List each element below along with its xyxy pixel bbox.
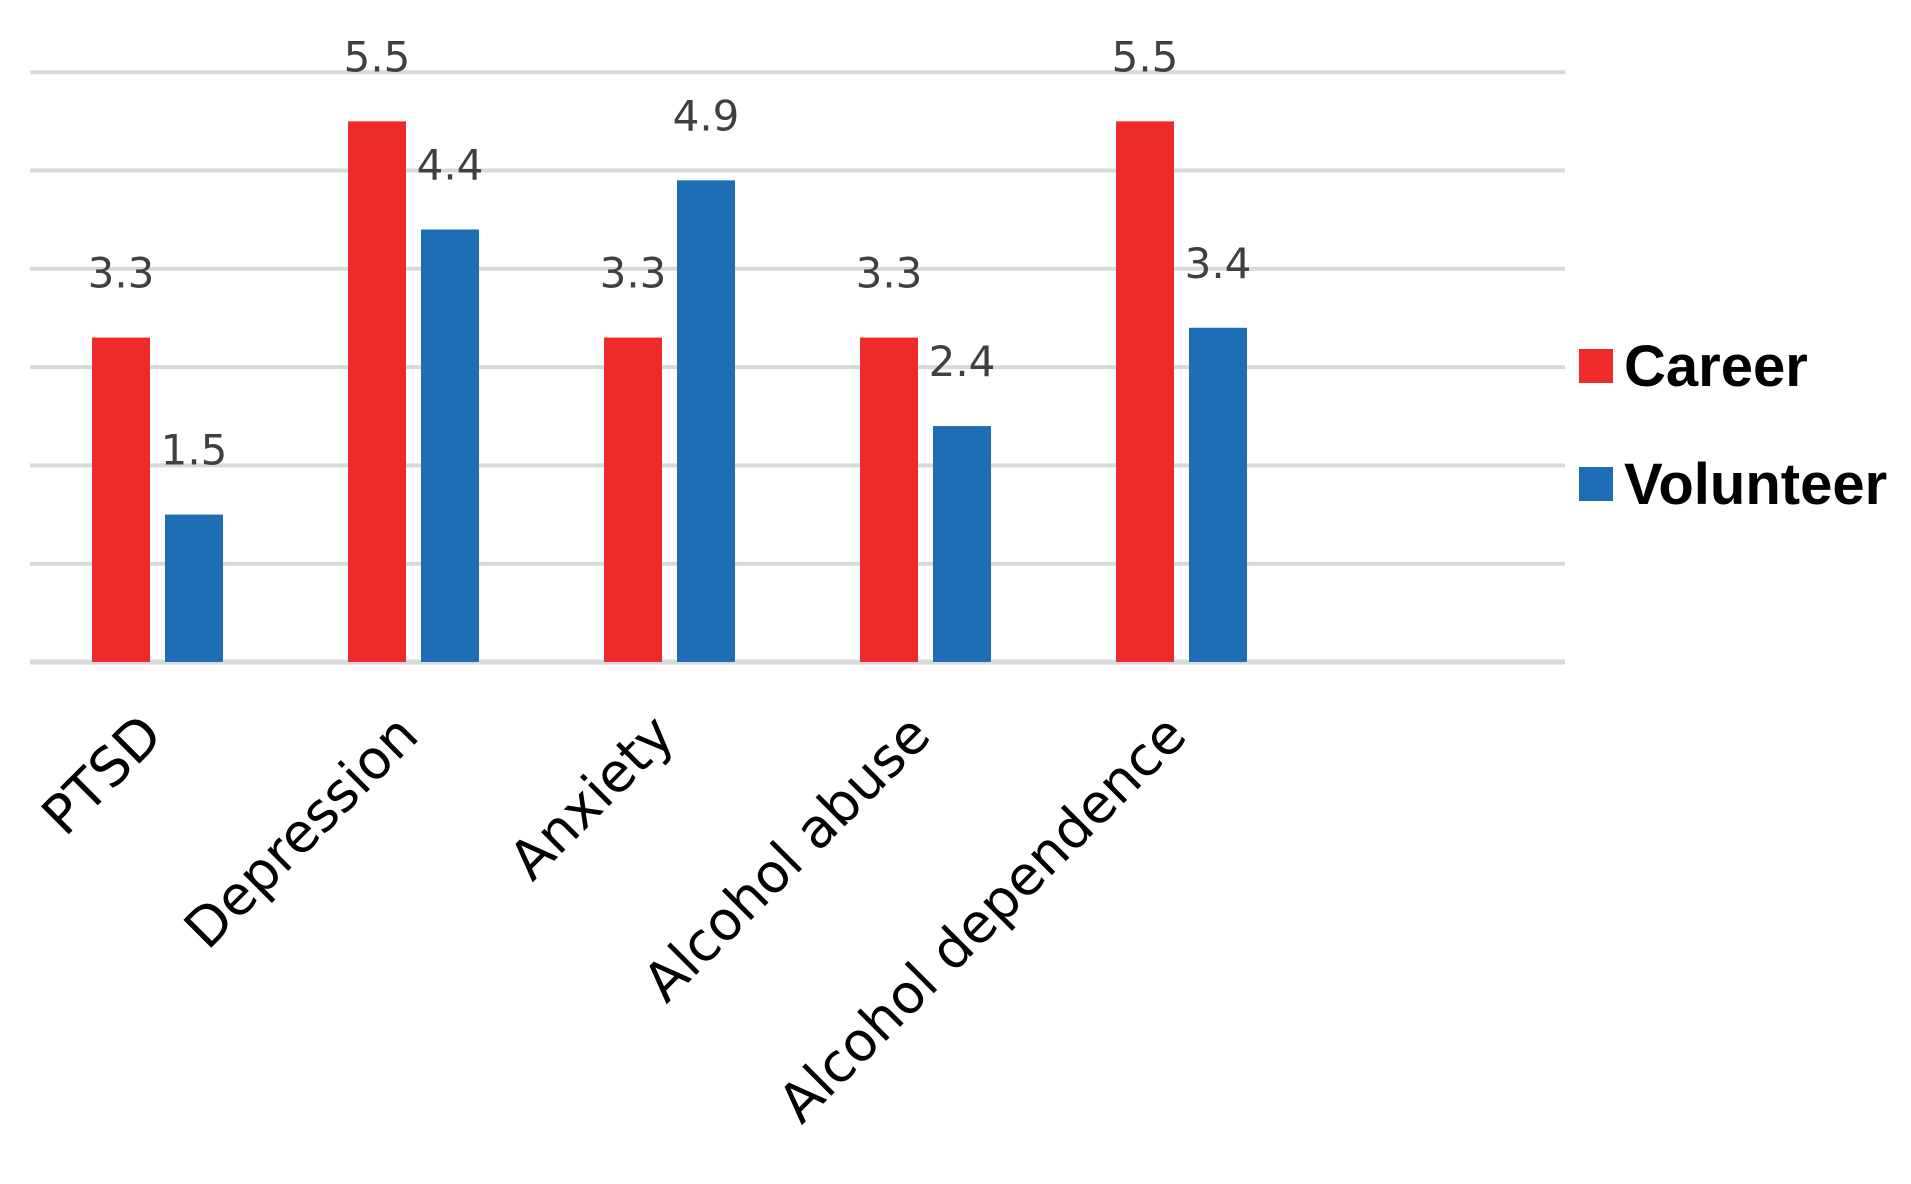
gridlines — [30, 70, 1565, 665]
data-label: 4.4 — [417, 140, 484, 189]
bar-volunteer-4 — [1189, 327, 1247, 662]
data-label: 3.3 — [600, 249, 667, 298]
category-label: Depression — [172, 703, 430, 961]
data-label: 4.9 — [673, 91, 740, 140]
bar-career-4 — [1116, 121, 1174, 663]
bar-career-1 — [348, 121, 406, 663]
bar-volunteer-2 — [677, 180, 735, 662]
category-label: PTSD — [30, 703, 175, 848]
bar-volunteer-3 — [933, 426, 991, 662]
legend-swatch-volunteer — [1579, 467, 1613, 501]
legend-label-volunteer: Volunteer — [1624, 452, 1887, 517]
bar-career-2 — [604, 337, 662, 662]
bar-volunteer-0 — [165, 514, 223, 662]
data-label: 3.4 — [1185, 239, 1252, 288]
data-label: 2.4 — [929, 337, 996, 386]
data-label: 3.3 — [856, 249, 923, 298]
data-label: 5.5 — [1112, 32, 1179, 81]
data-label: 5.5 — [344, 32, 411, 81]
legend-swatch-career — [1579, 349, 1613, 383]
bar-career-3 — [860, 337, 918, 662]
category-label: Alcohol dependence — [766, 703, 1198, 1135]
legend-label-career: Career — [1624, 334, 1808, 399]
legend: Career Volunteer — [1579, 334, 1887, 517]
category-label: Anxiety — [497, 703, 686, 892]
data-labels: 3.3 5.5 3.3 3.3 5.5 1.5 4.4 4.9 2.4 3.4 — [88, 32, 1252, 474]
bar-volunteer-1 — [421, 229, 479, 663]
data-label: 3.3 — [88, 249, 155, 298]
bar-career-0 — [92, 337, 150, 662]
data-label: 1.5 — [161, 426, 228, 475]
bars — [92, 121, 1247, 663]
